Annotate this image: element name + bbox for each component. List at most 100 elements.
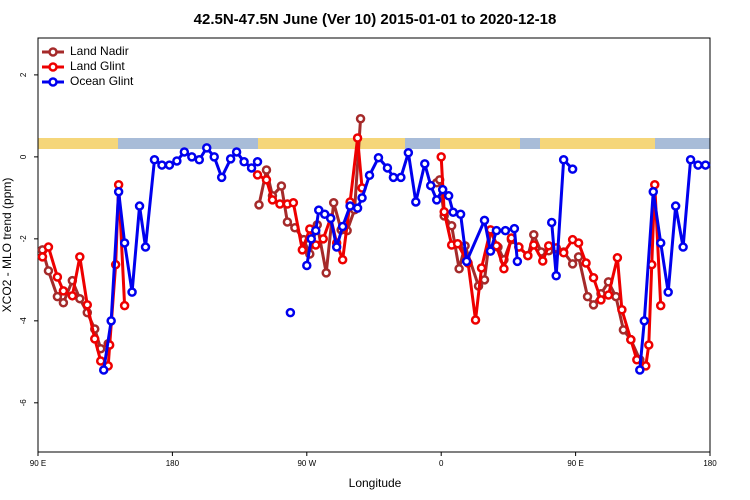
data-point bbox=[288, 198, 299, 208]
data-point bbox=[119, 300, 130, 311]
legend-label: Land Glint bbox=[70, 59, 125, 73]
data-point bbox=[355, 114, 366, 124]
y-tick-label: -6 bbox=[19, 399, 28, 407]
data-point bbox=[479, 275, 490, 285]
data-point bbox=[626, 334, 636, 345]
y-tick-label: -2 bbox=[19, 235, 28, 243]
data-point bbox=[573, 252, 584, 262]
data-point bbox=[470, 315, 481, 325]
data-point bbox=[476, 263, 487, 273]
data-point bbox=[700, 160, 711, 170]
land-band bbox=[440, 138, 520, 149]
land-band bbox=[38, 138, 118, 149]
data-point bbox=[491, 225, 502, 236]
data-point bbox=[75, 252, 85, 262]
data-point bbox=[172, 156, 182, 166]
data-point bbox=[431, 195, 442, 205]
data-point bbox=[52, 291, 63, 302]
data-point bbox=[337, 255, 348, 265]
data-point bbox=[529, 240, 539, 250]
data-point bbox=[648, 186, 659, 197]
data-point bbox=[436, 152, 446, 162]
x-tick-label: 90 E bbox=[567, 459, 583, 468]
data-point bbox=[216, 172, 227, 183]
data-point bbox=[95, 356, 106, 366]
data-point bbox=[479, 215, 490, 226]
data-point bbox=[352, 203, 363, 213]
x-tick-label: 90 E bbox=[30, 459, 46, 468]
data-point bbox=[452, 239, 463, 249]
data-point bbox=[98, 365, 109, 375]
series-line bbox=[305, 151, 519, 266]
data-point bbox=[388, 172, 399, 183]
chart-title: 42.5N-47.5N June (Ver 10) 2015-01-01 to … bbox=[194, 11, 557, 28]
data-point bbox=[509, 223, 520, 234]
legend-marker bbox=[48, 77, 58, 87]
data-point bbox=[164, 160, 175, 170]
data-point bbox=[311, 225, 321, 236]
data-point bbox=[254, 200, 264, 210]
data-point bbox=[357, 193, 367, 203]
x-axis-label: Longitude bbox=[349, 476, 402, 490]
data-point bbox=[75, 293, 85, 304]
data-point bbox=[275, 199, 285, 209]
data-point bbox=[573, 238, 584, 248]
data-point bbox=[187, 152, 197, 162]
ocean-band bbox=[520, 138, 540, 149]
data-point bbox=[551, 270, 561, 281]
data-point bbox=[588, 273, 599, 283]
data-point bbox=[231, 147, 242, 157]
data-point bbox=[617, 305, 627, 315]
data-point bbox=[558, 248, 569, 258]
data-point bbox=[670, 201, 681, 211]
data-point bbox=[678, 242, 688, 252]
data-point bbox=[225, 154, 236, 164]
data-point bbox=[89, 334, 100, 344]
data-point bbox=[543, 241, 554, 251]
data-point bbox=[655, 238, 666, 248]
data-point bbox=[639, 316, 650, 326]
data-point bbox=[685, 154, 696, 165]
data-point bbox=[582, 291, 593, 302]
data-point bbox=[325, 213, 336, 224]
land-band bbox=[540, 138, 655, 149]
data-point bbox=[319, 209, 330, 220]
data-point bbox=[454, 264, 464, 274]
x-tick-label: 180 bbox=[703, 459, 717, 468]
data-point bbox=[612, 252, 623, 263]
data-point bbox=[567, 164, 578, 174]
data-point bbox=[285, 307, 296, 318]
data-point bbox=[331, 242, 342, 252]
data-point bbox=[302, 260, 312, 271]
ocean-band bbox=[655, 138, 710, 149]
data-point bbox=[194, 154, 205, 165]
data-point bbox=[382, 163, 393, 173]
data-point bbox=[134, 201, 145, 211]
data-point bbox=[282, 217, 293, 227]
data-point bbox=[425, 180, 436, 191]
data-point bbox=[655, 300, 666, 311]
data-point bbox=[611, 291, 621, 302]
plot-frame bbox=[37, 37, 711, 453]
data-point bbox=[52, 272, 63, 282]
data-point bbox=[420, 159, 430, 169]
data-point bbox=[558, 154, 569, 165]
y-tick-label: 0 bbox=[19, 154, 28, 159]
y-tick-label: -4 bbox=[19, 317, 28, 325]
y-axis-label: XCO2 - MLO trend (ppm) bbox=[0, 178, 14, 313]
data-point bbox=[119, 238, 130, 248]
data-point bbox=[523, 250, 533, 261]
x-tick-label: 180 bbox=[166, 459, 180, 468]
data-point bbox=[411, 197, 421, 207]
data-point bbox=[58, 298, 69, 308]
data-point bbox=[311, 240, 321, 250]
data-point bbox=[499, 264, 509, 274]
data-point bbox=[58, 286, 69, 296]
data-point bbox=[500, 225, 511, 236]
data-point bbox=[448, 207, 458, 217]
data-point bbox=[157, 160, 167, 170]
data-point bbox=[439, 207, 449, 217]
ocean-band bbox=[405, 138, 440, 149]
x-tick-label: 0 bbox=[439, 459, 444, 468]
